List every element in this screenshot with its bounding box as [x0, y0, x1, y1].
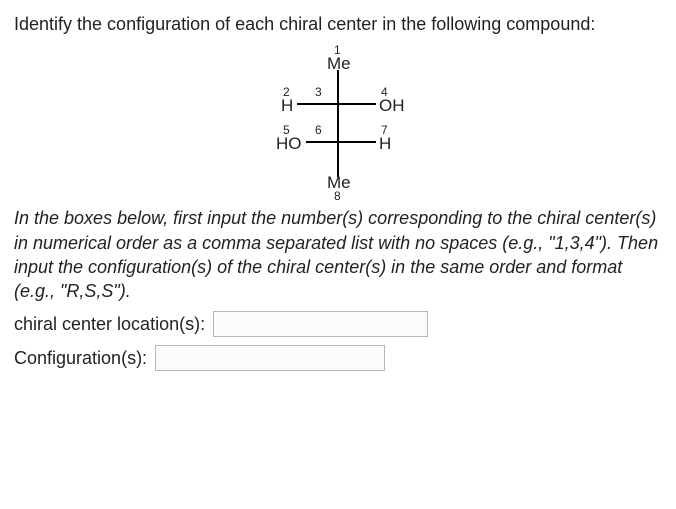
pos-6: 6 — [315, 124, 322, 136]
atom-ho-left: HO — [276, 135, 302, 152]
chiral-locations-input[interactable] — [213, 311, 428, 337]
instructions-text: In the boxes below, first input the numb… — [14, 206, 662, 303]
configurations-input[interactable] — [155, 345, 385, 371]
config-row: Configuration(s): — [14, 345, 662, 371]
atom-me-top: Me — [327, 55, 351, 72]
atom-h-left: H — [281, 97, 293, 114]
pos-3: 3 — [315, 86, 322, 98]
atom-oh-right: OH — [379, 97, 405, 114]
fischer-projection: 1 Me 2 H 3 4 OH 5 HO 6 7 H Me 8 — [193, 42, 483, 200]
locations-row: chiral center location(s): — [14, 311, 662, 337]
locations-label: chiral center location(s): — [14, 314, 205, 335]
question-text: Identify the configuration of each chira… — [14, 12, 662, 36]
config-label: Configuration(s): — [14, 348, 147, 369]
pos-8: 8 — [334, 190, 341, 202]
atom-h-right: H — [379, 135, 391, 152]
